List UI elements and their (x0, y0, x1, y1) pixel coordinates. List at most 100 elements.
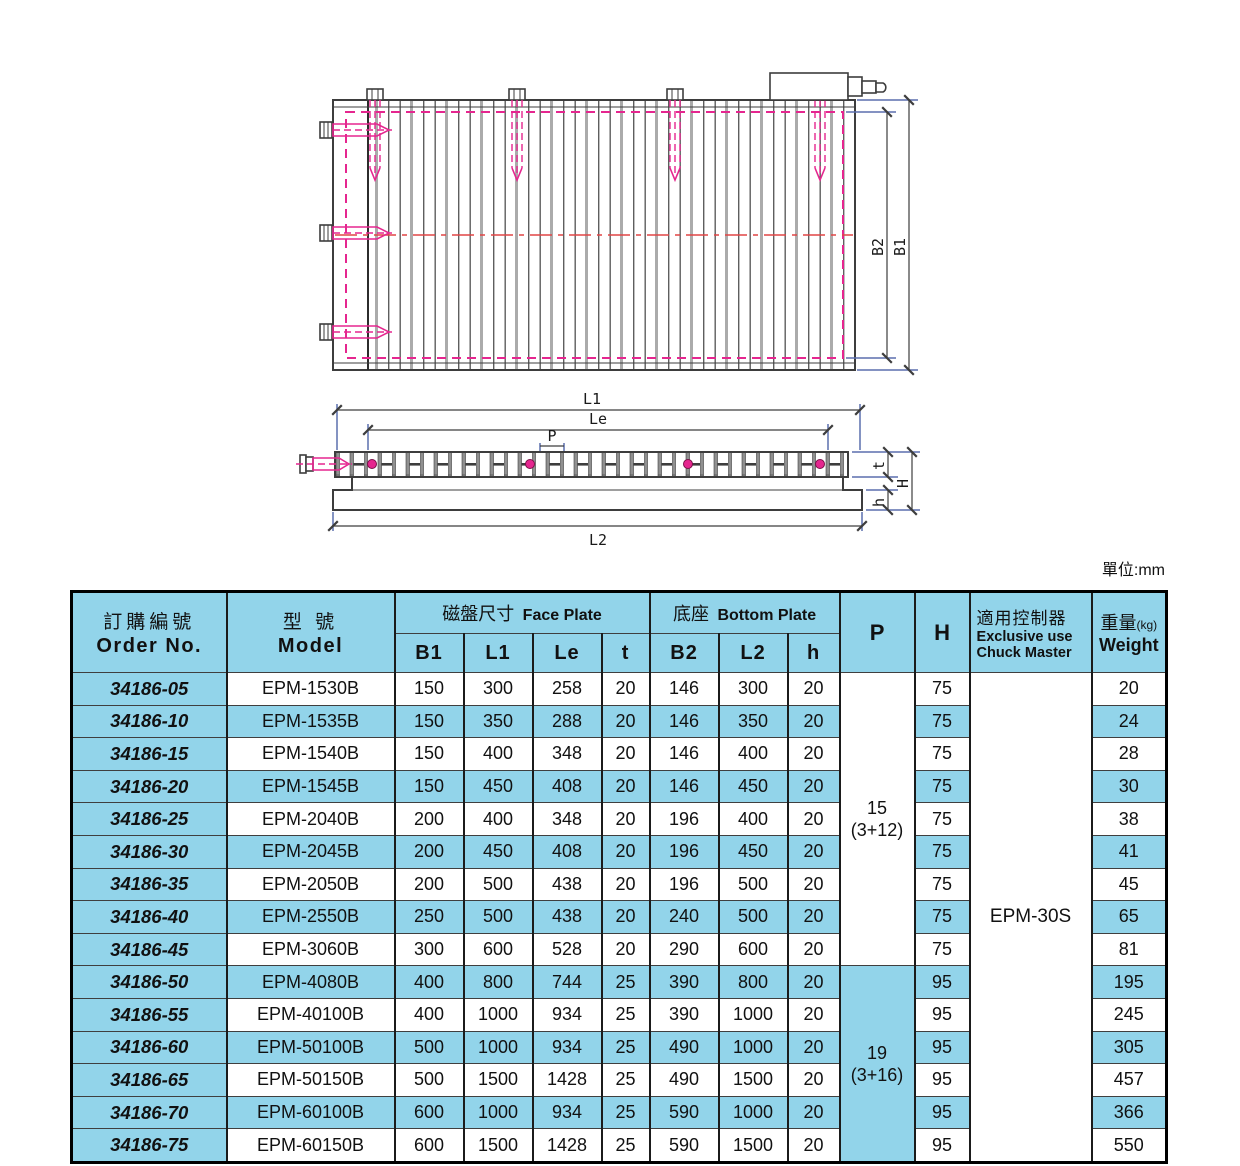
cell-l1: 1500 (462, 1128, 534, 1163)
table-row: 34186-15 EPM-1540B 150 400 348 20 146 400 20 75 28 (70, 737, 1168, 771)
cell-b2: 590 (648, 1128, 720, 1163)
weight-header-zh: 重量 (1100, 613, 1137, 633)
cell-l2: 450 (717, 834, 789, 869)
cell-h: 20 (786, 867, 841, 902)
cell-model: EPM-50100B (225, 1030, 396, 1065)
cell-weight: 81 (1090, 932, 1168, 967)
col-subheader-t: t (600, 633, 651, 673)
cell-l2: 1500 (717, 1063, 789, 1097)
dim-label-le: Le (589, 410, 607, 428)
cell-b1: 150 (393, 737, 465, 771)
cell-p-group: 15 (3+12) (838, 671, 916, 967)
cell-le: 438 (531, 867, 603, 902)
face-plate (334, 451, 849, 478)
side-bolt (319, 121, 392, 139)
table-row: 34186-70 EPM-60100B 600 1000 934 25 590 1000 20 9… (70, 1095, 1168, 1130)
cell-model: EPM-2040B (225, 802, 396, 836)
cell-le: 744 (531, 965, 603, 999)
face-plate-zh: 磁盤尺寸 (442, 604, 515, 624)
cell-l2: 500 (717, 867, 789, 902)
cell-h: 20 (786, 737, 841, 771)
spec-table: 訂購編號 Order No. 型 號 Model 磁盤尺寸 Face Plate… (70, 590, 1169, 1164)
cell-le: 258 (531, 672, 603, 706)
cell-b2: 490 (648, 1030, 720, 1065)
cell-l1: 1500 (462, 1063, 534, 1097)
cell-weight: 30 (1090, 769, 1168, 804)
cell-h-total: 75 (913, 932, 971, 967)
cell-l1: 1000 (462, 1030, 534, 1065)
dim-label-p: P (547, 427, 556, 445)
side-stud (296, 454, 352, 474)
cell-b2: 196 (648, 867, 720, 902)
cell-l2: 1000 (717, 997, 789, 1032)
cell-l2: 800 (717, 965, 789, 999)
cell-model: EPM-1540B (225, 737, 396, 771)
cell-weight: 45 (1090, 867, 1168, 902)
cell-b1: 150 (393, 672, 465, 706)
cell-l1: 300 (462, 672, 534, 706)
cell-h: 20 (786, 997, 841, 1032)
cell-l1: 400 (462, 737, 534, 771)
cell-le: 438 (531, 900, 603, 934)
col-header-p: P (838, 591, 916, 673)
col-subheader-l2: L2 (717, 633, 789, 673)
cell-weight: 457 (1090, 1063, 1168, 1097)
cell-weight: 38 (1090, 802, 1168, 836)
table-row: 34186-35 EPM-2050B 200 500 438 20 196 500 20 75 45 (70, 867, 1168, 902)
col-header-chuck-master: 適用控制器 Exclusive use Chuck Master (968, 591, 1093, 673)
col-subheader-le: Le (531, 633, 603, 673)
col-header-weight: 重量(kg) Weight (1090, 591, 1168, 673)
table-row: 34186-65 EPM-50150B 500 1500 1428 25 490 1500 20… (70, 1063, 1168, 1097)
cell-h-total: 75 (913, 704, 971, 739)
cell-b2: 146 (648, 737, 720, 771)
cell-h-total: 75 (913, 737, 971, 771)
cell-b2: 490 (648, 1063, 720, 1097)
cell-weight: 28 (1090, 737, 1168, 771)
top-bolt (811, 88, 829, 183)
cell-order-no: 34186-05 (70, 672, 228, 706)
dim-label-l2: L2 (589, 531, 607, 549)
cell-order-no: 34186-30 (70, 834, 228, 869)
dim-label-b2: B2 (869, 238, 887, 256)
col-subheader-b1: B1 (393, 633, 465, 673)
cell-order-no: 34186-25 (70, 802, 228, 836)
cell-b2: 290 (648, 932, 720, 967)
top-bolt (366, 88, 384, 183)
cell-b2: 390 (648, 997, 720, 1032)
cell-p-group: 19 (3+16) (838, 965, 916, 1163)
cell-h-total: 95 (913, 1063, 971, 1097)
cell-l2: 1000 (717, 1095, 789, 1130)
cell-model: EPM-60150B (225, 1128, 396, 1163)
cell-order-no: 34186-10 (70, 704, 228, 739)
col-subheader-l1: L1 (462, 633, 534, 673)
cell-l1: 450 (462, 834, 534, 869)
cell-t: 25 (600, 997, 651, 1032)
cell-model: EPM-1545B (225, 769, 396, 804)
cell-h-total: 75 (913, 672, 971, 706)
cell-l2: 400 (717, 802, 789, 836)
cable-connector (769, 72, 887, 101)
cell-order-no: 34186-15 (70, 737, 228, 771)
cell-le: 348 (531, 737, 603, 771)
cell-h-total: 95 (913, 1128, 971, 1163)
cell-le: 934 (531, 1030, 603, 1065)
bottom-plate (332, 476, 863, 511)
cell-b2: 590 (648, 1095, 720, 1130)
cell-b1: 600 (393, 1128, 465, 1163)
cell-model: EPM-1530B (225, 672, 396, 706)
cell-b1: 200 (393, 867, 465, 902)
cell-model: EPM-50150B (225, 1063, 396, 1097)
cell-model: EPM-2050B (225, 867, 396, 902)
table-row: 34186-45 EPM-3060B 300 600 528 20 290 600 20 75 81 (70, 932, 1168, 967)
cell-weight: 366 (1090, 1095, 1168, 1130)
col-group-bottom-plate: 底座 Bottom Plate (648, 591, 841, 634)
table-row: 34186-55 EPM-40100B 400 1000 934 25 390 1000 20 9… (70, 997, 1168, 1032)
cell-l2: 350 (717, 704, 789, 739)
cell-le: 528 (531, 932, 603, 967)
cell-h-total: 75 (913, 900, 971, 934)
table-row: 34186-30 EPM-2045B 200 450 408 20 196 450 20 75 41 (70, 834, 1168, 869)
cell-b1: 150 (393, 704, 465, 739)
cell-h: 20 (786, 932, 841, 967)
order-header-zh: 訂購編號 (103, 612, 196, 633)
